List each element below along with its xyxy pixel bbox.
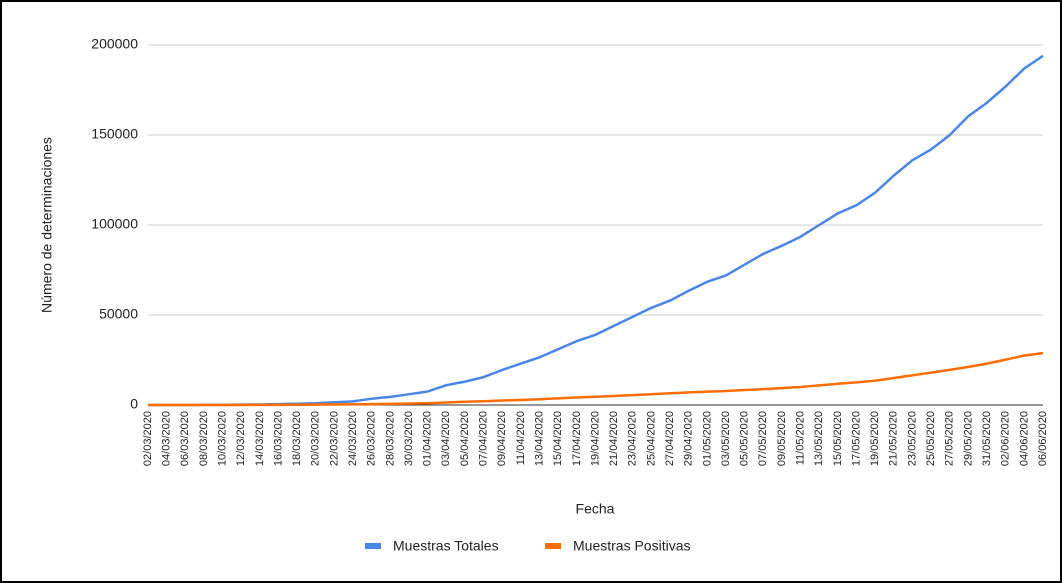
y-axis-title: Número de determinaciones [39,137,55,313]
x-tick-label: 02/06/2020 [1000,411,1012,466]
x-tick-label: 20/03/2020 [310,411,322,466]
x-tick-label: 26/03/2020 [366,411,378,466]
x-tick-label: 05/04/2020 [459,411,471,466]
x-tick-label: 08/03/2020 [198,411,210,466]
x-tick-label: 25/05/2020 [925,411,937,466]
y-tick-label: 200000 [91,36,138,52]
x-tick-label: 18/03/2020 [291,411,303,466]
legend-swatch [365,543,381,549]
x-tick-label: 24/03/2020 [347,411,359,466]
x-tick-label: 13/05/2020 [813,411,825,466]
line [148,351,1044,407]
x-tick-label: 02/03/2020 [142,411,154,466]
x-tick-label: 09/04/2020 [496,411,508,466]
x-tick-label: 28/03/2020 [384,411,396,466]
x-tick-label: 11/05/2020 [795,411,807,465]
y-tick-label: 50000 [99,306,138,322]
x-tick-label: 21/05/2020 [888,411,900,466]
y-tick-label: 150000 [91,126,138,142]
x-tick-label: 05/05/2020 [739,411,751,466]
x-tick-label: 17/05/2020 [850,411,862,466]
y-tick-label: 0 [130,396,138,412]
x-tick-label: 06/03/2020 [179,411,191,466]
x-tick-label: 07/04/2020 [478,411,490,466]
x-tick-label: 12/03/2020 [235,411,247,466]
x-tick-label: 29/04/2020 [683,411,695,466]
x-tick-label: 27/04/2020 [664,411,676,466]
x-tick-label: 25/04/2020 [645,411,657,466]
x-tick-label: 17/04/2020 [571,411,583,466]
x-tick-label: 21/04/2020 [608,411,620,466]
x-tick-label: 29/05/2020 [962,411,974,466]
x-tick-label: 31/05/2020 [981,411,993,466]
x-tick-label: 06/06/2020 [1037,411,1049,466]
legend-label: Muestras Totales [393,538,499,554]
x-tick-label: 15/04/2020 [552,411,564,466]
x-tick-label: 09/05/2020 [776,411,788,466]
x-tick-label: 03/05/2020 [720,411,732,466]
x-tick-label: 30/03/2020 [403,411,415,466]
x-tick-label: 22/03/2020 [328,411,340,466]
legend-label: Muestras Positivas [573,538,690,554]
x-tick-label: 03/04/2020 [440,411,452,466]
y-tick-label: 100000 [91,216,138,232]
x-tick-label: 16/03/2020 [272,411,284,466]
x-tick-label: 10/03/2020 [216,411,228,466]
x-tick-label: 04/06/2020 [1018,411,1030,466]
x-tick-label: 07/05/2020 [757,411,769,466]
x-tick-label: 01/04/2020 [422,411,434,466]
x-tick-label: 14/03/2020 [254,411,266,466]
x-tick-label: 19/05/2020 [869,411,881,466]
x-tick-label: 27/05/2020 [944,411,956,466]
x-tick-label: 19/04/2020 [589,411,601,466]
x-tick-label: 23/04/2020 [627,411,639,466]
x-tick-label: 04/03/2020 [161,411,173,466]
x-tick-label: 11/04/2020 [515,411,527,465]
x-axis-title: Fecha [576,501,615,517]
x-tick-label: 13/04/2020 [533,411,545,466]
x-tick-label: 01/05/2020 [701,411,713,466]
legend-swatch [545,543,561,549]
x-tick-label: 23/05/2020 [906,411,918,466]
x-tick-label: 15/05/2020 [832,411,844,466]
